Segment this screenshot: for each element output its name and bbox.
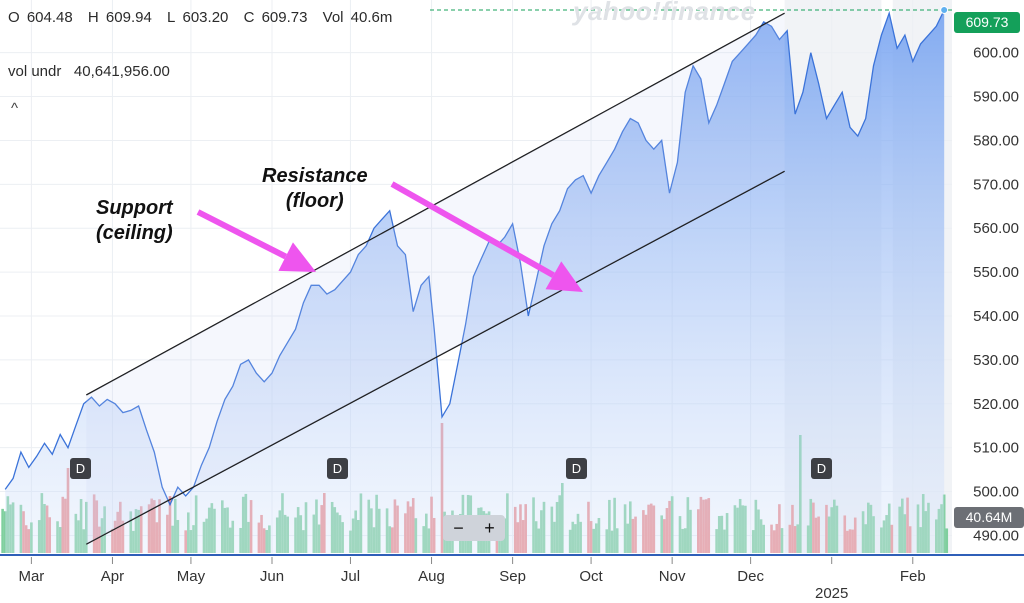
resistance-subtext: (floor) <box>285 190 344 212</box>
resistance-arrow-head <box>545 261 583 292</box>
support-arrow-head <box>278 242 316 272</box>
dividend-marker[interactable]: D <box>70 458 91 479</box>
trend-channel-fill <box>86 13 785 545</box>
y-tick-label: 500.00 <box>973 484 1019 501</box>
x-tick-label: Nov <box>659 568 686 585</box>
resistance-text: Resistance <box>262 165 368 187</box>
y-tick-label: 600.00 <box>973 45 1019 62</box>
x-tick-label: Dec <box>737 568 764 585</box>
x-tick-label: Sep <box>499 568 526 585</box>
volume-bar <box>945 528 949 553</box>
open-value: 604.48 <box>26 9 73 26</box>
low-value: 603.20 <box>182 9 229 26</box>
y-tick-label: 570.00 <box>973 176 1019 193</box>
vol-undr-label: vol undr <box>8 63 62 80</box>
price-line <box>4 9 945 507</box>
support-subtext: (ceiling) <box>96 222 173 244</box>
x-tick-label: May <box>177 568 206 585</box>
y-tick-label: 540.00 <box>973 308 1019 325</box>
price-area <box>5 10 945 553</box>
collapse-chevron-icon[interactable]: ^ <box>11 100 19 117</box>
low-label: L <box>166 9 176 26</box>
last-price-dot <box>940 5 949 14</box>
support-text: Support <box>96 197 173 219</box>
y-tick-label: 590.00 <box>973 89 1019 106</box>
y-tick-label: 560.00 <box>973 220 1019 237</box>
x-tick-label: Jun <box>260 568 284 585</box>
volume-bar <box>1 508 4 553</box>
volume-underlay-readout: vol undr 40,641,956.00 <box>8 63 170 80</box>
resistance-annotation: Resistance (floor) <box>262 164 368 214</box>
floor-trendline <box>86 170 785 545</box>
last-volume-badge: 40.64M <box>954 507 1024 528</box>
y-tick-label: 530.00 <box>973 352 1019 369</box>
x-tick-label: Mar <box>18 568 44 585</box>
x-tick-label: 2025 <box>815 585 848 602</box>
ceiling-trendline <box>85 12 785 396</box>
y-tick-label: 520.00 <box>973 396 1019 413</box>
yahoo-finance-watermark: yahoo!finance <box>573 0 756 26</box>
y-tick-label: 550.00 <box>973 264 1019 281</box>
zoom-controls: − + <box>443 515 505 541</box>
x-tick-label: Jul <box>341 568 360 585</box>
y-tick-label: 510.00 <box>973 440 1019 457</box>
x-tick-label: Apr <box>101 568 124 585</box>
zoom-in-button[interactable]: + <box>484 517 495 538</box>
x-tick-label: Aug <box>418 568 445 585</box>
volume-value: 40.6m <box>350 9 393 26</box>
y-tick-label: 490.00 <box>973 527 1019 544</box>
high-value: 609.94 <box>105 9 152 26</box>
last-price-badge: 609.73 <box>954 12 1020 33</box>
support-annotation: Support (ceiling) <box>96 196 173 246</box>
dividend-marker[interactable]: D <box>566 458 587 479</box>
vol-undr-value: 40,641,956.00 <box>73 63 170 80</box>
x-tick-label: Feb <box>900 568 926 585</box>
x-tick-label: Oct <box>579 568 603 585</box>
high-label: H <box>87 9 99 26</box>
close-value: 609.73 <box>261 9 308 26</box>
volume-label: Vol <box>322 9 344 26</box>
ohlc-readout: O 604.48 H 609.94 L 603.20 C 609.73 Vol … <box>8 9 395 26</box>
y-tick-label: 580.00 <box>973 132 1019 149</box>
close-label: C <box>243 9 255 26</box>
support-arrow-shaft <box>196 209 288 260</box>
open-label: O <box>8 9 20 26</box>
dividend-marker[interactable]: D <box>327 458 348 479</box>
zoom-out-button[interactable]: − <box>453 517 464 538</box>
dividend-marker[interactable]: D <box>811 458 832 479</box>
resistance-arrow-shaft <box>390 181 555 278</box>
